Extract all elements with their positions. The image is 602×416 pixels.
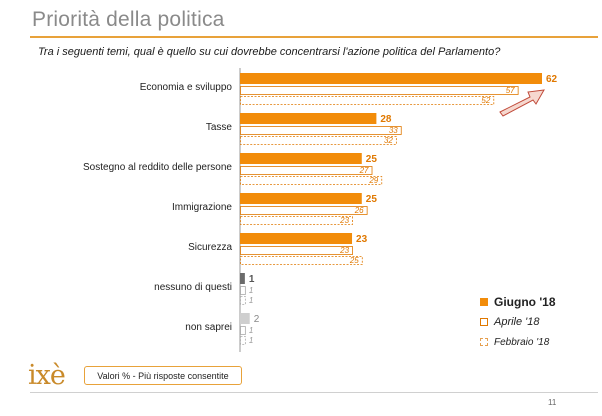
bar-giugno — [240, 193, 362, 204]
category-label: nessuno di questi — [154, 282, 232, 293]
bar-febbraio — [240, 256, 363, 265]
legend-item-aprile: Aprile '18 — [480, 312, 556, 332]
category-label: Sostegno al reddito delle persone — [83, 162, 232, 173]
category-label: Immigrazione — [172, 202, 232, 213]
bar-febbraio — [240, 296, 246, 305]
value-label-aprile: 33 — [389, 126, 398, 135]
bar-giugno — [240, 233, 353, 244]
bar-aprile — [240, 286, 246, 295]
value-label-febbraio: 29 — [368, 176, 378, 185]
value-label-giugno: 23 — [356, 234, 368, 245]
value-label-febbraio: 1 — [249, 296, 253, 305]
page-number: 11 — [548, 398, 557, 407]
legend-item-febbraio: Febbraio '18 — [480, 332, 556, 352]
value-label-aprile: 26 — [354, 206, 364, 215]
legend-swatch-aprile — [480, 318, 488, 326]
legend-label-aprile: Aprile '18 — [494, 316, 540, 328]
bar-febbraio — [240, 96, 495, 105]
category-label: non saprei — [185, 322, 232, 333]
bar-febbraio — [240, 336, 246, 345]
title-divider — [30, 36, 598, 38]
bar-giugno — [240, 273, 245, 284]
bar-aprile — [240, 166, 373, 175]
category-label: Economia e sviluppo — [140, 82, 233, 93]
value-label-febbraio: 25 — [349, 256, 359, 265]
legend-swatch-febbraio — [480, 338, 488, 346]
bar-febbraio — [240, 216, 353, 225]
footnote-box: Valori % - Più risposte consentite — [84, 366, 242, 385]
bar-aprile — [240, 86, 519, 95]
value-label-giugno: 25 — [366, 154, 378, 165]
page-title: Priorità della politica — [32, 8, 225, 31]
chart-legend: Giugno '18 Aprile '18 Febbraio '18 — [480, 292, 556, 352]
legend-label-giugno: Giugno '18 — [494, 295, 556, 309]
trend-arrow-icon — [499, 89, 545, 117]
value-label-febbraio: 23 — [339, 216, 349, 225]
footer-divider — [30, 392, 598, 393]
bar-febbraio — [240, 136, 397, 145]
value-label-febbraio: 52 — [481, 96, 490, 105]
legend-item-giugno: Giugno '18 — [480, 292, 556, 312]
bar-aprile — [240, 246, 353, 255]
value-label-aprile: 1 — [249, 326, 253, 335]
legend-swatch-giugno — [480, 298, 488, 306]
survey-question: Tra i seguenti temi, qual è quello su cu… — [38, 46, 501, 58]
bar-aprile — [240, 326, 246, 335]
value-label-giugno: 1 — [249, 274, 255, 285]
value-label-aprile: 57 — [506, 86, 515, 95]
value-label-febbraio: 1 — [249, 336, 253, 345]
bar-giugno — [240, 113, 377, 124]
value-label-aprile: 27 — [359, 166, 369, 175]
value-label-giugno: 25 — [366, 194, 378, 205]
bar-febbraio — [240, 176, 383, 185]
value-label-giugno: 28 — [380, 114, 392, 125]
value-label-giugno: 62 — [546, 74, 558, 85]
bar-aprile — [240, 126, 402, 135]
category-label: Sicurezza — [188, 242, 232, 253]
bar-giugno — [240, 153, 362, 164]
legend-label-febbraio: Febbraio '18 — [494, 336, 550, 348]
value-label-febbraio: 32 — [384, 136, 393, 145]
bar-aprile — [240, 206, 368, 215]
bar-giugno — [240, 313, 250, 324]
bar-giugno — [240, 73, 542, 84]
ixe-logo: ixè — [28, 360, 66, 391]
value-label-giugno: 2 — [254, 314, 260, 325]
category-label: Tasse — [206, 122, 233, 133]
value-label-aprile: 23 — [339, 246, 349, 255]
value-label-aprile: 1 — [249, 286, 253, 295]
